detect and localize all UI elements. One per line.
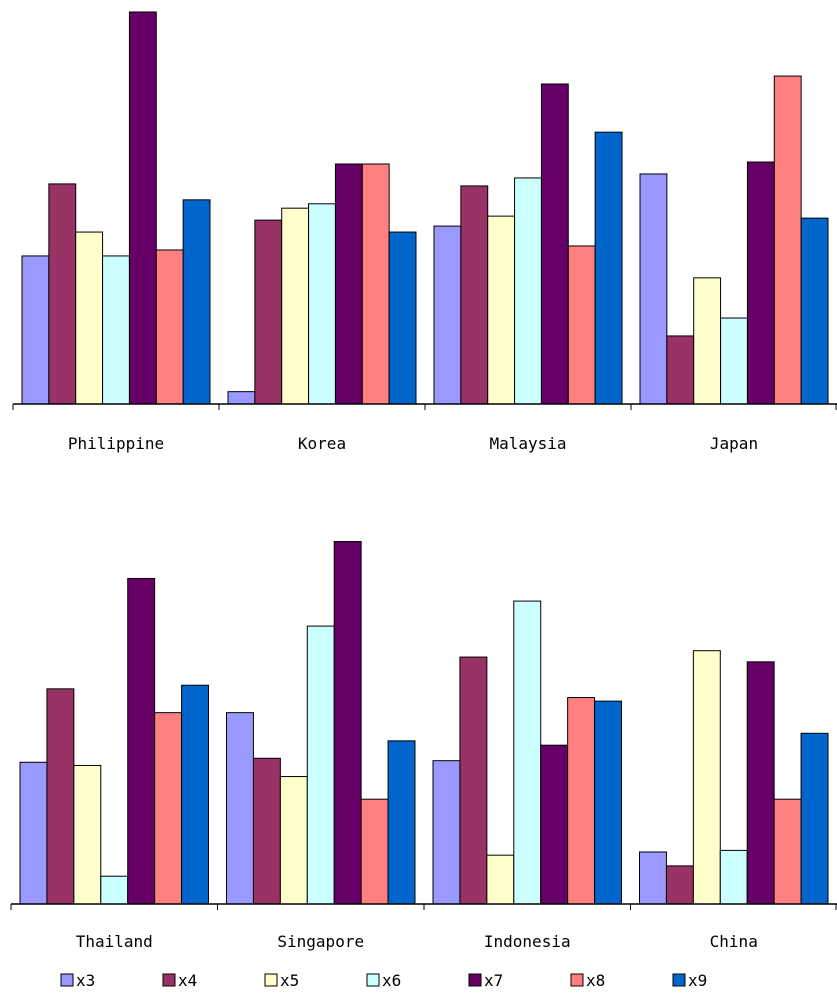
bar bbox=[746, 161, 775, 405]
bar bbox=[567, 697, 596, 905]
legend-label: x4 bbox=[178, 971, 197, 990]
bar bbox=[254, 219, 283, 405]
bar bbox=[388, 231, 417, 405]
bar bbox=[181, 684, 210, 905]
legend-swatch bbox=[468, 973, 482, 987]
legend-label: x8 bbox=[586, 971, 605, 990]
legend-item: x9 bbox=[672, 971, 707, 990]
bar bbox=[639, 173, 668, 405]
bar bbox=[19, 761, 48, 905]
bar bbox=[639, 851, 667, 905]
bar bbox=[666, 335, 695, 405]
legend-item: x6 bbox=[366, 971, 401, 990]
bar bbox=[155, 249, 184, 405]
category-tick-label: Malaysia bbox=[489, 434, 566, 453]
bar bbox=[182, 199, 211, 405]
bar bbox=[487, 215, 516, 405]
legend-label: x5 bbox=[280, 971, 299, 990]
bar bbox=[128, 11, 157, 405]
category-tick-label: Indonesia bbox=[484, 932, 571, 951]
bar bbox=[665, 865, 694, 905]
bar bbox=[333, 541, 362, 905]
legend-item: x7 bbox=[468, 971, 503, 990]
chart-panels: Philippine Korea Malaysia Japan Thailand Sing… bbox=[10, 11, 837, 951]
category-tick-label: Philippine bbox=[68, 434, 164, 453]
bar bbox=[486, 854, 515, 905]
bar bbox=[100, 875, 129, 905]
legend-label: x3 bbox=[76, 971, 95, 990]
category-tick-label: China bbox=[710, 932, 758, 951]
legend-swatch bbox=[570, 973, 584, 987]
chart-panel: Philippine Korea Malaysia Japan bbox=[12, 11, 837, 453]
category-tick-label: Singapore bbox=[277, 932, 364, 951]
bar bbox=[773, 798, 802, 905]
bar bbox=[460, 185, 489, 405]
legend-swatch bbox=[264, 973, 278, 987]
category-tick-label: Korea bbox=[298, 434, 346, 453]
bar bbox=[306, 625, 335, 905]
bar bbox=[746, 661, 775, 905]
bar bbox=[48, 183, 77, 405]
bar bbox=[46, 688, 75, 905]
bar bbox=[281, 207, 310, 405]
bar bbox=[693, 277, 722, 405]
bar bbox=[308, 203, 336, 405]
bar bbox=[692, 650, 721, 905]
bar bbox=[567, 245, 596, 405]
bar bbox=[540, 83, 569, 405]
bar bbox=[279, 776, 308, 905]
bar bbox=[127, 577, 156, 905]
legend-item: x8 bbox=[570, 971, 605, 990]
bar bbox=[252, 757, 281, 905]
bar bbox=[720, 317, 748, 405]
bar bbox=[800, 217, 829, 405]
legend-label: x6 bbox=[382, 971, 401, 990]
bar bbox=[227, 391, 256, 405]
category-tick-label: Thailand bbox=[76, 932, 153, 951]
bar bbox=[594, 131, 623, 405]
legend-item: x5 bbox=[264, 971, 299, 990]
bar bbox=[514, 177, 542, 405]
legend-swatch bbox=[60, 973, 74, 987]
bar bbox=[361, 163, 390, 405]
bar bbox=[334, 163, 363, 405]
chart-panel: Thailand Singapore Indonesia China bbox=[10, 541, 837, 951]
legend-label: x7 bbox=[484, 971, 503, 990]
bar bbox=[102, 255, 130, 405]
bar bbox=[459, 656, 488, 905]
bar bbox=[594, 700, 623, 905]
bar bbox=[800, 732, 829, 905]
category-tick-label: Japan bbox=[710, 434, 758, 453]
legend-label: x9 bbox=[688, 971, 707, 990]
bar bbox=[773, 75, 802, 405]
bar bbox=[360, 798, 389, 905]
legend-item: x4 bbox=[162, 971, 197, 990]
legend-item: x3 bbox=[60, 971, 95, 990]
bar bbox=[73, 764, 102, 905]
bar bbox=[154, 712, 183, 905]
chart-legend: x3 x4 x5 x6 x7 x8 x9 bbox=[60, 971, 707, 990]
bar bbox=[387, 740, 416, 905]
bar bbox=[433, 225, 462, 405]
legend-swatch bbox=[366, 973, 380, 987]
bar bbox=[513, 600, 542, 905]
legend-swatch bbox=[162, 973, 176, 987]
legend-swatch bbox=[672, 973, 686, 987]
bar bbox=[21, 255, 50, 405]
bar bbox=[432, 760, 461, 905]
bar bbox=[75, 231, 104, 405]
bar bbox=[226, 712, 254, 905]
bar bbox=[540, 744, 569, 905]
bar bbox=[719, 849, 748, 905]
